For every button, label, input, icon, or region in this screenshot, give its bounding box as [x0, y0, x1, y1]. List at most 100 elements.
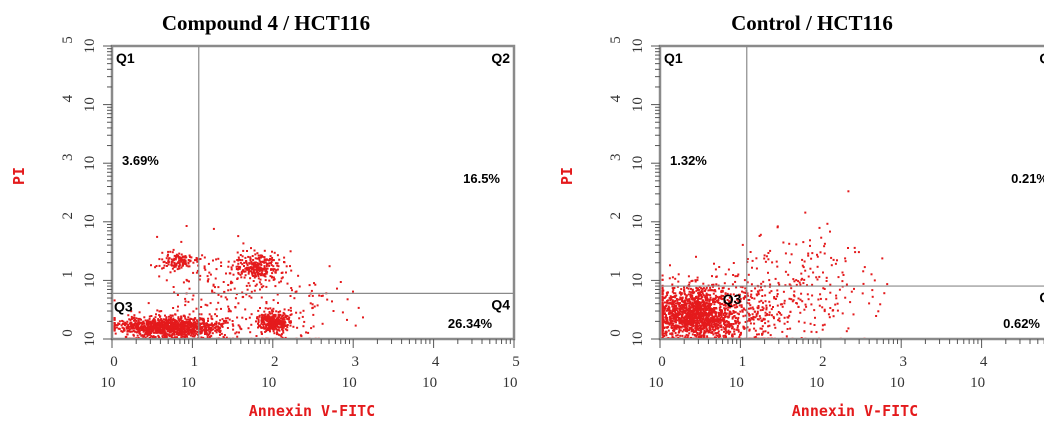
data-point — [257, 266, 260, 269]
data-point — [677, 303, 680, 306]
data-point — [140, 326, 143, 329]
data-point — [237, 262, 240, 265]
data-point — [145, 333, 148, 336]
data-point — [173, 262, 176, 265]
data-point — [195, 271, 198, 274]
data-point — [764, 311, 767, 314]
data-point — [137, 317, 140, 320]
data-point — [685, 304, 688, 307]
data-point — [206, 304, 209, 307]
data-point — [135, 319, 138, 322]
data-point — [244, 308, 247, 311]
data-point — [242, 242, 245, 245]
data-point — [162, 261, 165, 264]
data-point — [273, 314, 276, 317]
data-point — [352, 290, 354, 293]
data-point — [214, 313, 217, 316]
data-point — [672, 292, 675, 295]
data-point — [184, 317, 187, 320]
data-point — [760, 337, 763, 338]
data-point — [121, 319, 124, 322]
data-point — [224, 317, 227, 320]
data-point — [214, 277, 217, 280]
data-point — [720, 294, 723, 297]
data-point — [682, 301, 685, 304]
data-point — [179, 256, 181, 259]
data-point — [240, 328, 243, 331]
data-point — [290, 313, 293, 316]
data-point — [257, 275, 260, 278]
data-point — [744, 295, 746, 298]
data-point — [186, 330, 189, 333]
data-point — [181, 259, 183, 261]
data-point — [690, 336, 692, 338]
data-point — [853, 246, 856, 249]
data-point — [277, 326, 280, 328]
data-point — [721, 319, 724, 322]
data-point — [701, 288, 704, 291]
data-point — [176, 330, 179, 333]
data-point — [678, 317, 681, 320]
data-point — [775, 260, 778, 263]
data-point — [804, 269, 807, 272]
data-point — [757, 307, 760, 310]
data-point — [230, 266, 233, 269]
data-point — [695, 289, 698, 292]
data-point — [738, 304, 741, 307]
data-point — [185, 321, 188, 324]
data-point — [256, 252, 259, 255]
data-point — [297, 274, 300, 277]
data-point — [698, 304, 701, 307]
data-point — [180, 266, 183, 269]
data-point — [749, 251, 752, 253]
data-point — [286, 329, 289, 332]
data-point — [195, 332, 198, 335]
data-point — [671, 299, 674, 302]
data-point — [185, 318, 188, 321]
data-point — [697, 311, 699, 314]
data-point — [271, 312, 274, 315]
data-point — [185, 256, 188, 259]
data-point — [702, 282, 705, 285]
data-point — [812, 271, 815, 274]
data-point — [194, 334, 196, 337]
data-point — [256, 268, 259, 270]
data-point — [229, 282, 232, 285]
data-point — [295, 290, 298, 293]
data-point — [126, 333, 129, 336]
data-point — [269, 275, 272, 278]
data-point — [252, 271, 255, 274]
data-point — [731, 316, 734, 319]
data-point — [167, 263, 170, 266]
data-point — [774, 326, 777, 329]
data-point — [217, 257, 220, 260]
data-point — [311, 303, 314, 306]
data-point — [174, 319, 177, 322]
data-point — [708, 337, 711, 338]
data-point — [187, 300, 190, 303]
data-point — [281, 320, 284, 323]
data-point — [716, 327, 719, 330]
data-point — [257, 264, 260, 267]
data-point — [844, 296, 847, 299]
data-point — [661, 330, 664, 333]
x-tick-base: 10 — [503, 375, 518, 391]
plot-frame — [110, 44, 516, 341]
x-tick-exponent: 5 — [512, 354, 520, 370]
data-point — [739, 297, 742, 300]
data-point — [267, 324, 270, 327]
data-point — [267, 327, 270, 330]
data-point — [683, 310, 686, 313]
data-point — [143, 333, 146, 336]
data-point — [219, 319, 222, 322]
data-point — [665, 337, 668, 338]
data-point — [734, 321, 737, 324]
data-point — [263, 256, 266, 259]
data-point — [186, 335, 188, 338]
data-point — [277, 311, 280, 313]
data-point — [192, 310, 195, 313]
data-point — [670, 298, 673, 301]
data-point — [276, 323, 279, 326]
data-point — [679, 306, 682, 309]
data-point — [706, 320, 709, 322]
